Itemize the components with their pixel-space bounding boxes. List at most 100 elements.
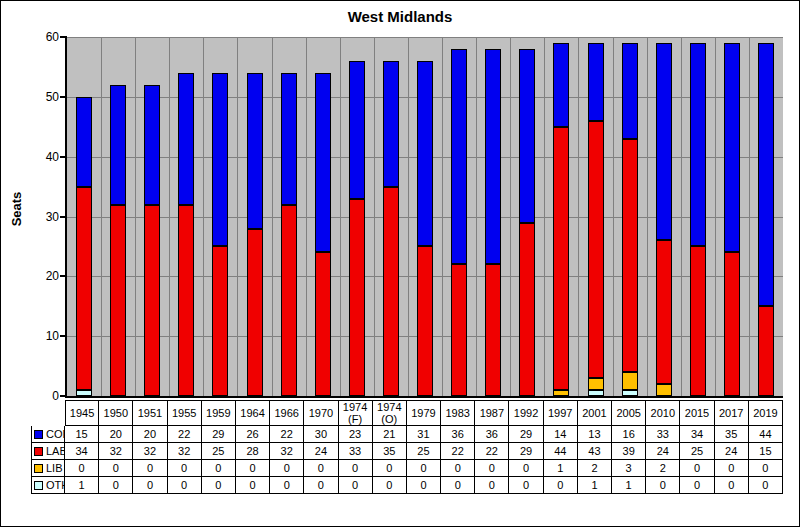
- bar-segment-con: [315, 73, 331, 253]
- bar-segment-lab: [588, 121, 604, 378]
- bar-segment-con: [553, 43, 569, 127]
- legend-cell-lab: LAB: [31, 443, 65, 460]
- year-cell: 2015: [680, 400, 714, 426]
- bar-segment-lab: [383, 187, 399, 396]
- value-cell-oth: 0: [407, 477, 441, 494]
- value-cell-lib: 0: [715, 460, 749, 477]
- value-cell-oth: 0: [680, 477, 714, 494]
- value-cell-con: 30: [304, 426, 338, 443]
- gridline-vertical: [408, 37, 409, 396]
- value-cell-con: 26: [236, 426, 270, 443]
- value-cell-lib: 0: [749, 460, 783, 477]
- gridline-vertical: [442, 37, 443, 396]
- bar-segment-con: [110, 85, 126, 205]
- y-tick-mark: [60, 395, 67, 397]
- y-tick-label: 30: [4, 210, 59, 224]
- bar-segment-lab: [690, 246, 706, 396]
- value-cell-lab: 15: [749, 443, 783, 460]
- chart-frame: West Midlands Seats 0102030405060 194519…: [0, 0, 800, 527]
- value-cell-oth: 0: [270, 477, 304, 494]
- table-corner: [31, 400, 65, 426]
- value-cell-oth: 0: [304, 477, 338, 494]
- bar-segment-lib: [656, 384, 672, 396]
- y-tick-label: 60: [4, 30, 59, 44]
- year-cell: 1987: [475, 400, 509, 426]
- bar-segment-con: [451, 49, 467, 264]
- value-cell-con: 29: [509, 426, 543, 443]
- value-cell-lib: 0: [270, 460, 304, 477]
- value-cell-lab: 34: [65, 443, 99, 460]
- value-cell-con: 23: [339, 426, 373, 443]
- value-cell-lib: 0: [202, 460, 236, 477]
- value-cell-con: 16: [612, 426, 646, 443]
- value-cell-lab: 39: [612, 443, 646, 460]
- lab-swatch-icon: [34, 447, 43, 456]
- value-cell-oth: 0: [236, 477, 270, 494]
- value-cell-oth: 0: [373, 477, 407, 494]
- con-swatch-icon: [34, 430, 43, 439]
- y-tick-label: 50: [4, 90, 59, 104]
- value-cell-lab: 28: [236, 443, 270, 460]
- bar-segment-lab: [758, 306, 774, 396]
- value-cell-lab: 32: [99, 443, 133, 460]
- year-cell: 1966: [270, 400, 304, 426]
- year-cell: 1951: [133, 400, 167, 426]
- year-cell: 1979: [407, 400, 441, 426]
- gridline-vertical: [647, 37, 648, 396]
- legend-cell-con: CON: [31, 426, 65, 443]
- gridline-vertical: [715, 37, 716, 396]
- bar-segment-con: [349, 61, 365, 199]
- y-tick-mark: [60, 36, 67, 38]
- value-cell-lab: 25: [202, 443, 236, 460]
- value-cell-lib: 0: [133, 460, 167, 477]
- bar-segment-con: [417, 61, 433, 247]
- gridline-vertical: [476, 37, 477, 396]
- value-cell-lib: 0: [373, 460, 407, 477]
- gridline-vertical: [101, 37, 102, 396]
- value-cell-lib: 0: [475, 460, 509, 477]
- oth-swatch-icon: [34, 481, 43, 490]
- value-cell-lib: 0: [65, 460, 99, 477]
- bar-segment-con: [383, 61, 399, 187]
- bar-segment-lib: [553, 390, 569, 396]
- value-cell-con: 22: [270, 426, 304, 443]
- bar-segment-lib: [588, 378, 604, 390]
- bar-segment-lib: [622, 372, 638, 390]
- value-cell-con: 31: [407, 426, 441, 443]
- gridline-vertical: [340, 37, 341, 396]
- bar-segment-con: [690, 43, 706, 246]
- value-cell-oth: 0: [202, 477, 236, 494]
- bar-segment-con: [144, 85, 160, 205]
- bar-segment-con: [622, 43, 638, 139]
- legend-cell-oth: OTH: [31, 477, 65, 494]
- bar-segment-con: [212, 73, 228, 247]
- value-cell-oth: 0: [339, 477, 373, 494]
- value-cell-lib: 3: [612, 460, 646, 477]
- bar-segment-lab: [76, 187, 92, 390]
- y-tick-label: 20: [4, 269, 59, 283]
- value-cell-con: 44: [749, 426, 783, 443]
- gridline-vertical: [374, 37, 375, 396]
- y-tick-mark: [60, 335, 67, 337]
- value-cell-lab: 32: [168, 443, 202, 460]
- value-cell-oth: 1: [612, 477, 646, 494]
- bar-segment-lab: [519, 223, 535, 397]
- bar-segment-con: [724, 43, 740, 252]
- bar-segment-lab: [349, 199, 365, 396]
- gridline-vertical: [578, 37, 579, 396]
- year-cell: 2001: [578, 400, 612, 426]
- year-cell: 2010: [646, 400, 680, 426]
- gridline-vertical: [203, 37, 204, 396]
- gridline-vertical: [272, 37, 273, 396]
- value-cell-lib: 1: [544, 460, 578, 477]
- bar-segment-con: [178, 73, 194, 205]
- value-cell-lab: 24: [304, 443, 338, 460]
- bar-segment-oth: [588, 390, 604, 396]
- value-cell-con: 22: [168, 426, 202, 443]
- bar-segment-oth: [622, 390, 638, 396]
- year-cell: 2005: [612, 400, 646, 426]
- bar-segment-con: [76, 97, 92, 187]
- value-cell-lib: 0: [304, 460, 338, 477]
- bar-segment-lab: [724, 252, 740, 396]
- gridline-vertical: [681, 37, 682, 396]
